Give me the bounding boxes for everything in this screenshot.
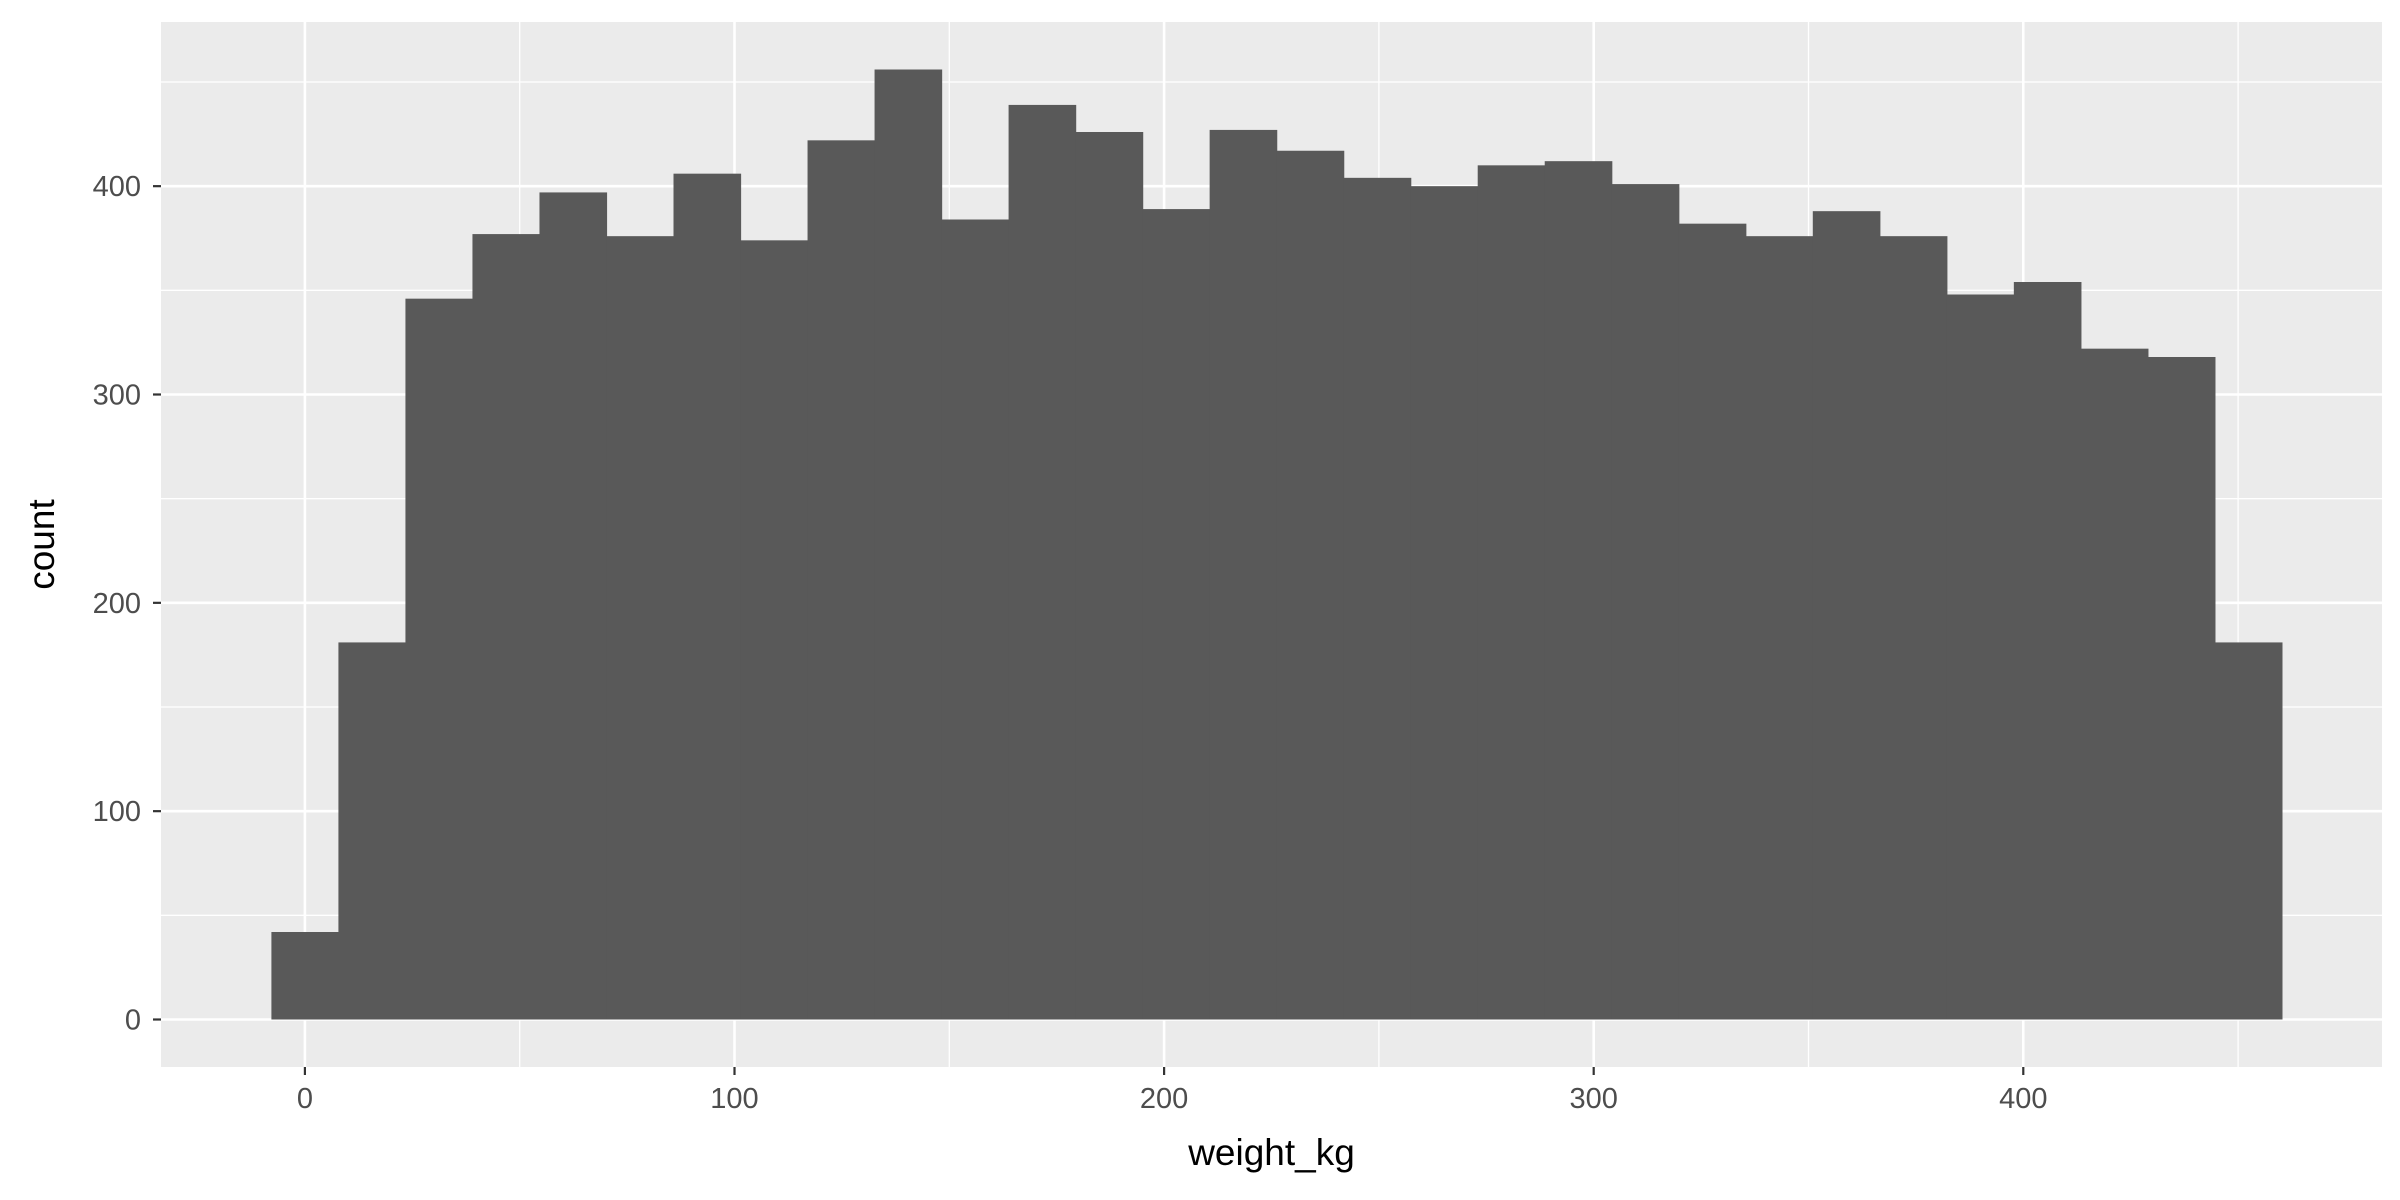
histogram-bar — [271, 932, 340, 1020]
histogram-bar — [539, 192, 608, 1020]
histogram-bar — [606, 236, 675, 1020]
histogram-bar — [740, 240, 809, 1020]
histogram-bar — [472, 234, 541, 1020]
histogram-bar — [1410, 186, 1479, 1020]
histogram-bar — [405, 298, 474, 1020]
histogram-bar — [2080, 348, 2149, 1020]
histogram-bar — [1678, 223, 1747, 1020]
histogram-bar — [941, 219, 1010, 1020]
y-tick-label: 0 — [125, 1005, 141, 1037]
histogram-bar — [1544, 161, 1613, 1020]
histogram-bar — [1477, 165, 1546, 1020]
histogram-bar — [2013, 282, 2082, 1020]
histogram-bars — [271, 69, 2283, 1020]
histogram-bar — [1812, 211, 1881, 1020]
x-tick-label: 300 — [1570, 1083, 1618, 1115]
y-tick-label: 200 — [93, 588, 141, 620]
histogram-bar — [1276, 150, 1345, 1020]
x-tick-label: 100 — [710, 1083, 758, 1115]
histogram-bar — [338, 642, 407, 1020]
x-axis: 0 100 200 300 400 — [297, 1067, 2047, 1115]
histogram-bar — [874, 69, 943, 1020]
histogram-bar — [1745, 236, 1814, 1020]
histogram-bar — [1946, 294, 2015, 1020]
histogram-bar — [1142, 209, 1211, 1020]
y-axis: 0 100 200 300 400 — [93, 171, 161, 1037]
x-tick-label: 200 — [1140, 1083, 1188, 1115]
histogram-bar — [807, 140, 876, 1020]
histogram-bar — [1611, 184, 1680, 1020]
y-tick-label: 300 — [93, 380, 141, 412]
histogram-bar — [2147, 357, 2216, 1020]
histogram-bar — [2214, 642, 2283, 1020]
histogram-bar — [1879, 236, 1948, 1020]
x-axis-title: weight_kg — [1187, 1132, 1355, 1173]
histogram-bar — [1075, 132, 1144, 1020]
y-tick-label: 100 — [93, 796, 141, 828]
histogram-bar — [1209, 129, 1278, 1020]
y-tick-label: 400 — [93, 171, 141, 203]
x-tick-label: 400 — [1999, 1083, 2047, 1115]
histogram-bar — [673, 173, 742, 1020]
y-axis-title: count — [21, 499, 62, 590]
x-tick-label: 0 — [297, 1083, 313, 1115]
histogram-bar — [1343, 177, 1412, 1020]
histogram-bar — [1008, 104, 1077, 1020]
